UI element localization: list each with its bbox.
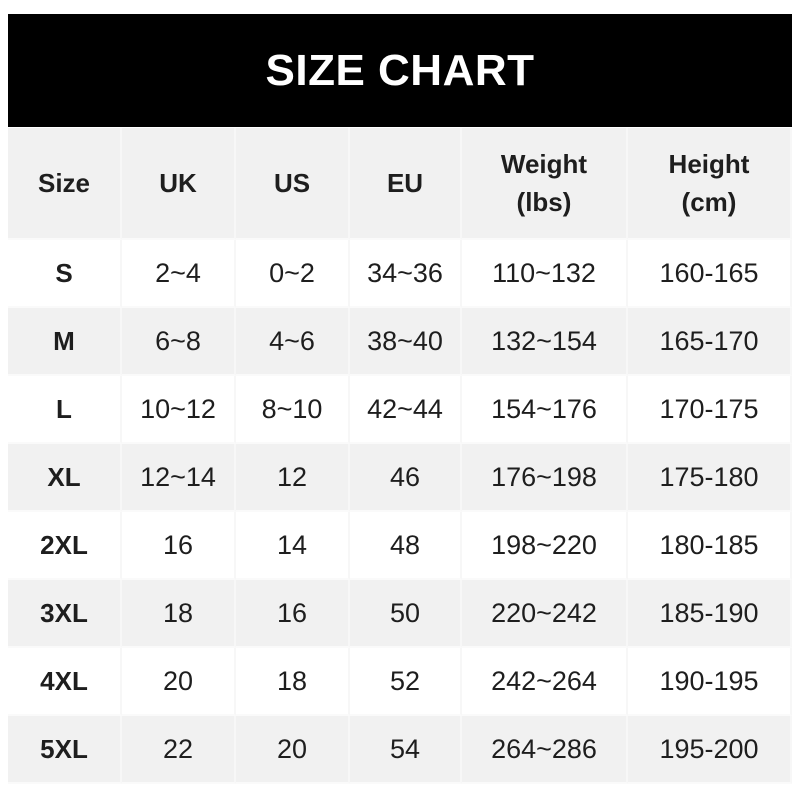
cell-weight: 176~198 bbox=[462, 444, 628, 512]
cell-us: 12 bbox=[236, 444, 350, 512]
cell-weight: 264~286 bbox=[462, 716, 628, 784]
cell-weight: 132~154 bbox=[462, 308, 628, 376]
cell-eu: 48 bbox=[350, 512, 462, 580]
column-header-label: EU bbox=[386, 168, 424, 198]
cell-eu: 50 bbox=[350, 580, 462, 648]
column-header-label: Weight bbox=[500, 149, 588, 179]
cell-uk: 20 bbox=[122, 648, 236, 716]
cell-us: 0~2 bbox=[236, 240, 350, 308]
cell-eu: 52 bbox=[350, 648, 462, 716]
cell-uk: 22 bbox=[122, 716, 236, 784]
cell-weight: 154~176 bbox=[462, 376, 628, 444]
table-row: M 6~8 4~6 38~40 132~154 165-170 bbox=[8, 308, 792, 376]
cell-height: 180-185 bbox=[628, 512, 792, 580]
cell-height: 165-170 bbox=[628, 308, 792, 376]
cell-us: 18 bbox=[236, 648, 350, 716]
column-header-unit: (lbs) bbox=[516, 187, 572, 217]
column-header-label: UK bbox=[159, 168, 197, 198]
header-row: Size UK US EU Weight (lbs) Height (cm) bbox=[8, 128, 792, 240]
cell-us: 20 bbox=[236, 716, 350, 784]
cell-size: L bbox=[8, 376, 122, 444]
cell-height: 185-190 bbox=[628, 580, 792, 648]
cell-us: 4~6 bbox=[236, 308, 350, 376]
cell-weight: 198~220 bbox=[462, 512, 628, 580]
cell-eu: 38~40 bbox=[350, 308, 462, 376]
cell-eu: 54 bbox=[350, 716, 462, 784]
column-header-height: Height (cm) bbox=[628, 128, 792, 240]
cell-height: 195-200 bbox=[628, 716, 792, 784]
column-header-weight: Weight (lbs) bbox=[462, 128, 628, 240]
table-row: 3XL 18 16 50 220~242 185-190 bbox=[8, 580, 792, 648]
table-row: 5XL 22 20 54 264~286 195-200 bbox=[8, 716, 792, 784]
size-chart-title: SIZE CHART bbox=[8, 14, 792, 127]
cell-weight: 220~242 bbox=[462, 580, 628, 648]
cell-size: 5XL bbox=[8, 716, 122, 784]
cell-uk: 10~12 bbox=[122, 376, 236, 444]
column-header-uk: UK bbox=[122, 128, 236, 240]
cell-weight: 242~264 bbox=[462, 648, 628, 716]
column-header-label: Size bbox=[37, 168, 91, 198]
table-row: 2XL 16 14 48 198~220 180-185 bbox=[8, 512, 792, 580]
cell-eu: 42~44 bbox=[350, 376, 462, 444]
column-header-eu: EU bbox=[350, 128, 462, 240]
column-header-size: Size bbox=[8, 128, 122, 240]
cell-height: 170-175 bbox=[628, 376, 792, 444]
cell-size: S bbox=[8, 240, 122, 308]
cell-uk: 16 bbox=[122, 512, 236, 580]
cell-uk: 12~14 bbox=[122, 444, 236, 512]
cell-us: 16 bbox=[236, 580, 350, 648]
cell-us: 8~10 bbox=[236, 376, 350, 444]
cell-size: M bbox=[8, 308, 122, 376]
cell-size: 2XL bbox=[8, 512, 122, 580]
cell-height: 190-195 bbox=[628, 648, 792, 716]
table-row: S 2~4 0~2 34~36 110~132 160-165 bbox=[8, 240, 792, 308]
cell-weight: 110~132 bbox=[462, 240, 628, 308]
cell-size: 4XL bbox=[8, 648, 122, 716]
table-row: XL 12~14 12 46 176~198 175-180 bbox=[8, 444, 792, 512]
cell-height: 160-165 bbox=[628, 240, 792, 308]
column-header-unit: (cm) bbox=[681, 187, 737, 217]
column-header-label: Height bbox=[668, 149, 750, 179]
table-row: 4XL 20 18 52 242~264 190-195 bbox=[8, 648, 792, 716]
cell-height: 175-180 bbox=[628, 444, 792, 512]
cell-uk: 6~8 bbox=[122, 308, 236, 376]
size-chart-table: Size UK US EU Weight (lbs) Height (cm) S 2~4 0~2 3… bbox=[8, 128, 792, 784]
column-header-label: US bbox=[273, 168, 311, 198]
table-row: L 10~12 8~10 42~44 154~176 170-175 bbox=[8, 376, 792, 444]
cell-eu: 46 bbox=[350, 444, 462, 512]
cell-uk: 18 bbox=[122, 580, 236, 648]
cell-us: 14 bbox=[236, 512, 350, 580]
cell-size: XL bbox=[8, 444, 122, 512]
cell-size: 3XL bbox=[8, 580, 122, 648]
cell-eu: 34~36 bbox=[350, 240, 462, 308]
column-header-us: US bbox=[236, 128, 350, 240]
cell-uk: 2~4 bbox=[122, 240, 236, 308]
